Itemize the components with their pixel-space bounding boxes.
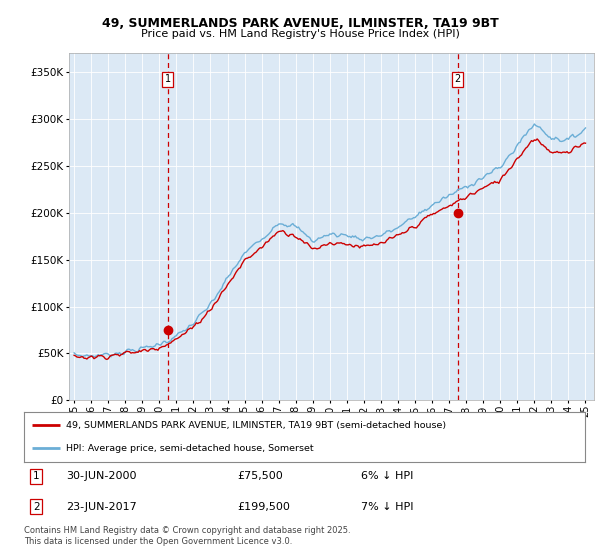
Text: £75,500: £75,500: [237, 472, 283, 482]
Text: 49, SUMMERLANDS PARK AVENUE, ILMINSTER, TA19 9BT: 49, SUMMERLANDS PARK AVENUE, ILMINSTER, …: [101, 17, 499, 30]
Text: 1: 1: [33, 472, 40, 482]
Text: 7% ↓ HPI: 7% ↓ HPI: [361, 502, 413, 512]
Text: 6% ↓ HPI: 6% ↓ HPI: [361, 472, 413, 482]
Text: 1: 1: [165, 74, 171, 84]
Text: 30-JUN-2000: 30-JUN-2000: [66, 472, 137, 482]
Text: 2: 2: [455, 74, 461, 84]
Text: 2: 2: [33, 502, 40, 512]
Text: Price paid vs. HM Land Registry's House Price Index (HPI): Price paid vs. HM Land Registry's House …: [140, 29, 460, 39]
Text: HPI: Average price, semi-detached house, Somerset: HPI: Average price, semi-detached house,…: [66, 444, 314, 453]
Text: 49, SUMMERLANDS PARK AVENUE, ILMINSTER, TA19 9BT (semi-detached house): 49, SUMMERLANDS PARK AVENUE, ILMINSTER, …: [66, 421, 446, 430]
Text: £199,500: £199,500: [237, 502, 290, 512]
Text: Contains HM Land Registry data © Crown copyright and database right 2025.
This d: Contains HM Land Registry data © Crown c…: [24, 526, 350, 546]
Text: 23-JUN-2017: 23-JUN-2017: [66, 502, 137, 512]
